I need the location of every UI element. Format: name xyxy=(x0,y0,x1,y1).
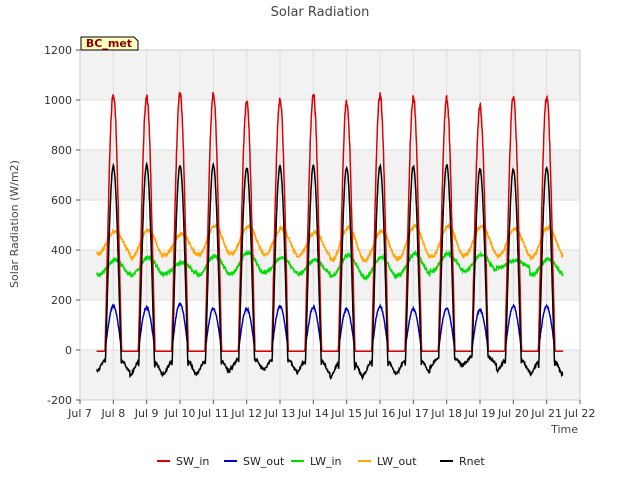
legend-label: LW_out xyxy=(377,455,417,468)
plot-frame xyxy=(79,49,581,401)
x-tick-label: Jul 11 xyxy=(197,407,229,420)
y-tick-label: 600 xyxy=(51,194,72,207)
legend-label: SW_out xyxy=(243,455,285,468)
station-tag-box xyxy=(80,36,139,51)
x-axis-ticks: Jul 7 Jul 8 Jul 9 Jul 10 Jul 11 Jul 12 Jul 13 J… xyxy=(67,400,595,420)
y-tick-label: -200 xyxy=(47,394,72,407)
legend-item-sw-in: SW_in xyxy=(157,455,209,468)
y-tick-label: 800 xyxy=(51,144,72,157)
legend-label: LW_in xyxy=(310,455,342,468)
chart-title: Solar Radiation xyxy=(271,5,370,20)
x-tick-label: Jul 18 xyxy=(430,407,462,420)
plot-band xyxy=(80,300,580,350)
x-tick-label: Jul 8 xyxy=(100,407,125,420)
series-line-sw-in xyxy=(96,91,563,353)
legend-item-sw-out: SW_out xyxy=(224,455,285,468)
x-tick-label: Jul 19 xyxy=(464,407,496,420)
x-tick-label: Jul 15 xyxy=(330,407,362,420)
x-tick-label: Jul 12 xyxy=(230,407,262,420)
legend-label: Rnet xyxy=(459,455,485,468)
x-tick-label: Jul 7 xyxy=(67,407,92,420)
x-tick-label: Jul 21 xyxy=(530,407,562,420)
plot-band xyxy=(80,100,580,150)
y-tick-label: 1200 xyxy=(44,44,72,57)
y-tick-label: 0 xyxy=(65,344,72,357)
x-tick-label: Jul 10 xyxy=(164,407,196,420)
legend-label: SW_in xyxy=(176,455,209,468)
x-tick-label: Jul 17 xyxy=(397,407,429,420)
y-tick-label: 200 xyxy=(51,294,72,307)
legend: SW_in SW_out LW_in LW_out Rnet xyxy=(157,455,485,468)
y-tick-label: 1000 xyxy=(44,94,72,107)
y-tick-label: 400 xyxy=(51,244,72,257)
x-tick-label: Jul 22 xyxy=(564,407,596,420)
series-line-rnet xyxy=(96,161,564,381)
station-tag: BC_met xyxy=(80,36,139,51)
plot-band xyxy=(80,150,580,200)
x-tick-label: Jul 20 xyxy=(497,407,529,420)
x-tick-label: Jul 14 xyxy=(297,407,329,420)
plot-band xyxy=(80,50,580,100)
y-axis-label: Solar Radiation (W/m2) xyxy=(8,160,21,288)
plot-band xyxy=(80,200,580,250)
legend-item-rnet: Rnet xyxy=(440,455,485,468)
x-tick-label: Jul 9 xyxy=(134,407,159,420)
x-axis-label: Time xyxy=(550,423,578,436)
legend-item-lw-out: LW_out xyxy=(358,455,417,468)
legend-item-lw-in: LW_in xyxy=(291,455,342,468)
x-tick-label: Jul 13 xyxy=(264,407,296,420)
x-tick-label: Jul 16 xyxy=(364,407,396,420)
y-axis-ticks: -200 0 200 400 600 800 1000 1200 xyxy=(44,44,80,407)
series-lines xyxy=(95,91,564,381)
station-tag-label: BC_met xyxy=(86,37,132,50)
